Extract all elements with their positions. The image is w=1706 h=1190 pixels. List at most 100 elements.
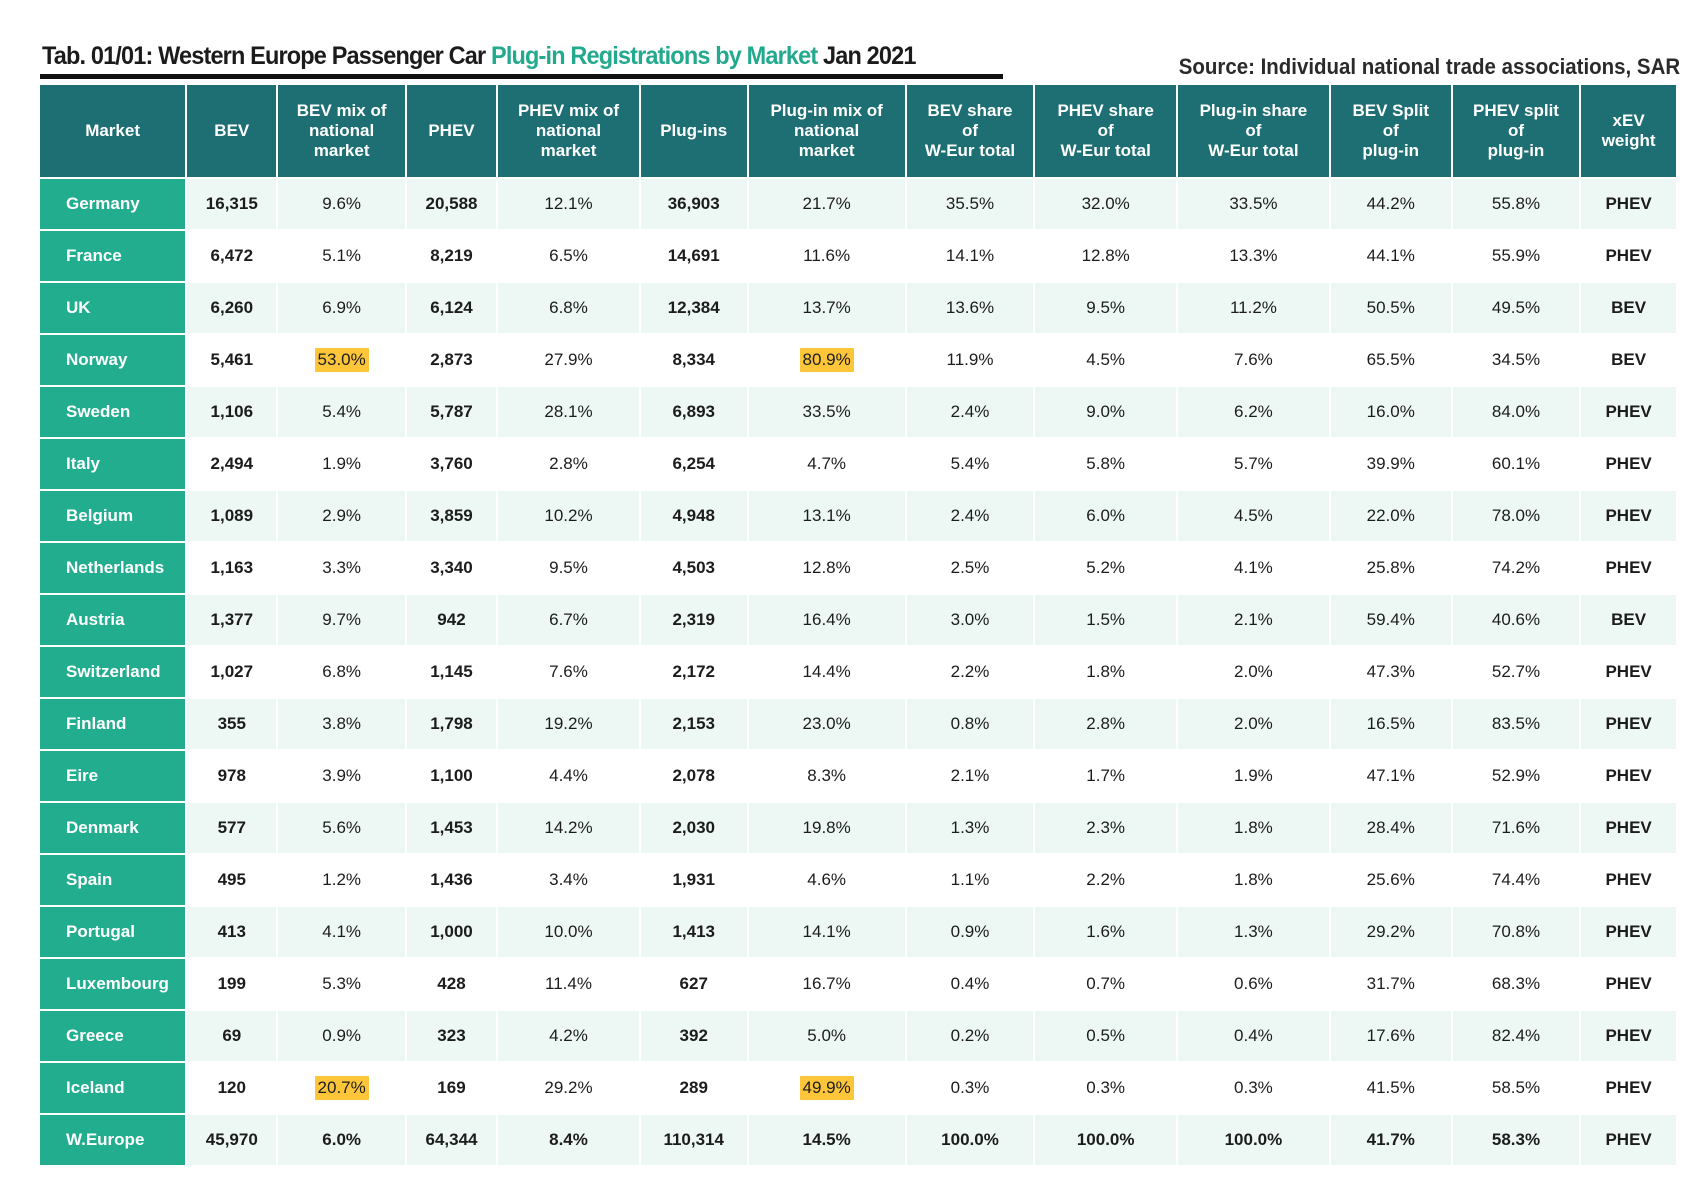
column-header: BEV Split of plug-in <box>1330 85 1453 179</box>
cell-value: 55.8% <box>1491 194 1541 213</box>
value-cell: 35.5% <box>906 179 1036 231</box>
value-cell: 10.0% <box>498 907 641 959</box>
value-cell: 5,461 <box>187 335 279 387</box>
cell-value: 3,340 <box>430 558 473 577</box>
cell-value: 2,153 <box>672 714 715 733</box>
value-cell: BEV <box>1581 595 1678 647</box>
column-header-line: Plug-in mix of <box>770 101 883 120</box>
market-cell: Austria <box>40 595 188 647</box>
value-cell: 78.0% <box>1452 491 1582 543</box>
value-cell: PHEV <box>1581 751 1678 803</box>
cell-value: PHEV <box>1605 1130 1652 1149</box>
cell-value: 3.8% <box>322 714 362 733</box>
market-cell: Portugal <box>40 907 188 959</box>
cell-value: Austria <box>66 610 125 629</box>
column-header: BEV mix of national market <box>278 85 407 179</box>
value-cell: 3.9% <box>278 751 407 803</box>
table-row: France 6,472 5.1% 8,219 6.5% 14,691 11.6% 14.1%… <box>40 231 1678 283</box>
cell-value: 13.6% <box>945 298 995 317</box>
table-title: Tab. 01/01: Western Europe Passenger Car… <box>42 42 916 71</box>
cell-value: 1.7% <box>1086 766 1126 785</box>
value-cell: 0.3% <box>906 1063 1036 1115</box>
value-cell: 2,319 <box>640 595 749 647</box>
value-cell: 53.0% <box>278 335 407 387</box>
cell-value: 13.7% <box>802 298 851 317</box>
cell-value: 5.7% <box>1234 454 1273 473</box>
value-cell: 22.0% <box>1330 491 1453 543</box>
value-cell: 1,027 <box>187 647 279 699</box>
cell-value: Greece <box>66 1026 124 1045</box>
value-cell: 1.8% <box>1035 647 1179 699</box>
cell-value: Germany <box>66 194 140 213</box>
cell-value: 2.1% <box>1234 610 1273 629</box>
value-cell: 1,089 <box>187 491 279 543</box>
value-cell: 4.4% <box>498 751 641 803</box>
value-cell: 2.3% <box>1035 803 1179 855</box>
value-cell: 64,344 <box>406 1115 499 1167</box>
value-cell: 27.9% <box>498 335 641 387</box>
value-cell: 16,315 <box>187 179 279 231</box>
cell-value: 5.8% <box>1086 454 1126 473</box>
cell-value: 1,798 <box>430 714 473 733</box>
table-row: Netherlands 1,163 3.3% 3,340 9.5% 4,503 12.8% 2… <box>40 543 1678 595</box>
value-cell: 25.8% <box>1330 543 1453 595</box>
value-cell: 8,219 <box>406 231 499 283</box>
value-cell: 5.4% <box>906 439 1036 491</box>
column-header: Plug-in share of W-Eur total <box>1178 85 1331 179</box>
cell-value: 2.8% <box>549 454 588 473</box>
value-cell: 31.7% <box>1330 959 1453 1011</box>
cell-value: 9.0% <box>1086 402 1126 421</box>
value-cell: 2,078 <box>640 751 749 803</box>
cell-value: 70.8% <box>1491 922 1541 941</box>
cell-value: BEV <box>1611 610 1647 629</box>
cell-value: 5.2% <box>1086 558 1126 577</box>
cell-value: 71.6% <box>1491 818 1541 837</box>
value-cell: 0.3% <box>1035 1063 1179 1115</box>
cell-value: 3.3% <box>322 558 362 577</box>
value-cell: PHEV <box>1581 1011 1678 1063</box>
market-cell: Sweden <box>40 387 188 439</box>
value-cell: 2.5% <box>906 543 1036 595</box>
cell-value: 68.3% <box>1491 974 1541 993</box>
cell-value: 6.0% <box>322 1130 362 1149</box>
value-cell: 1.7% <box>1035 751 1179 803</box>
cell-value: 36,903 <box>667 194 720 213</box>
value-cell: PHEV <box>1581 387 1678 439</box>
cell-value: 1,027 <box>210 662 254 681</box>
value-cell: 100.0% <box>1178 1115 1331 1167</box>
value-cell: 8.3% <box>748 751 907 803</box>
table-row: Iceland 120 20.7% 169 29.2% 289 49.9% 0.3% 0.3% 0… <box>40 1063 1678 1115</box>
cell-value: 1,145 <box>430 662 473 681</box>
value-cell: 0.3% <box>1178 1063 1331 1115</box>
value-cell: 11.2% <box>1178 283 1331 335</box>
market-cell: Greece <box>40 1011 188 1063</box>
cell-value: 10.0% <box>544 922 593 941</box>
cell-value: 4.5% <box>1086 350 1126 369</box>
market-cell: Norway <box>40 335 188 387</box>
cell-value: 14.4% <box>802 662 851 681</box>
table-header-area: Tab. 01/01: Western Europe Passenger Car… <box>40 40 1680 80</box>
value-cell: 0.7% <box>1035 959 1179 1011</box>
value-cell: 58.3% <box>1452 1115 1582 1167</box>
value-cell: 9.5% <box>1035 283 1179 335</box>
cell-value: 355 <box>217 714 246 733</box>
table-row: Germany 16,315 9.6% 20,588 12.1% 36,903 21.7% 3… <box>40 179 1678 231</box>
cell-value: W.Europe <box>66 1130 145 1149</box>
value-cell: 413 <box>187 907 279 959</box>
value-cell: 6,893 <box>640 387 749 439</box>
value-cell: 4.6% <box>748 855 907 907</box>
value-cell: PHEV <box>1581 491 1678 543</box>
cell-value: 4,948 <box>672 506 715 525</box>
cell-value: 11.6% <box>803 246 851 265</box>
cell-value: 100.0% <box>941 1130 999 1149</box>
value-cell: PHEV <box>1581 231 1678 283</box>
value-cell: 12.8% <box>1035 231 1179 283</box>
cell-value: 47.3% <box>1366 662 1415 681</box>
column-header-line: W-Eur total <box>1060 141 1151 160</box>
value-cell: 3,859 <box>406 491 499 543</box>
cell-value: 84.0% <box>1491 402 1541 421</box>
cell-value: PHEV <box>1605 194 1652 213</box>
cell-value: 5,461 <box>210 350 254 369</box>
value-cell: 3.0% <box>906 595 1036 647</box>
value-cell: 13.6% <box>906 283 1036 335</box>
